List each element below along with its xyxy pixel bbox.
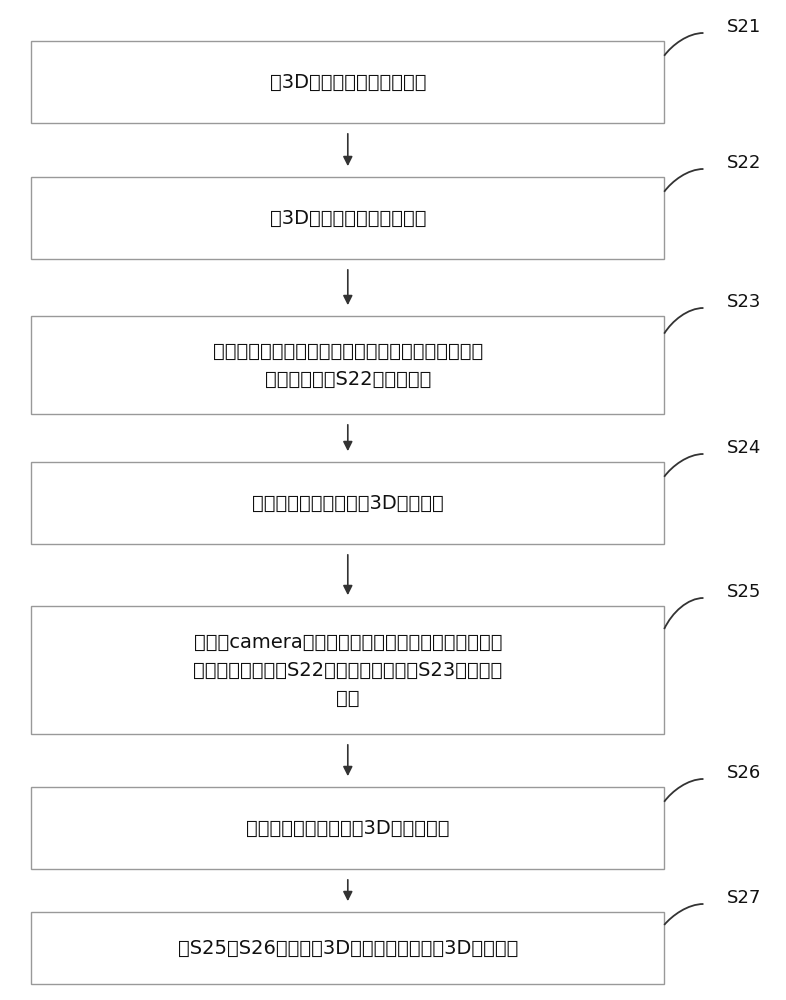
Bar — [31, 41, 664, 123]
Text: 通过右摄像头渲染整个3D场景的右图: 通过右摄像头渲染整个3D场景的右图 — [246, 818, 450, 838]
Text: S22: S22 — [727, 154, 762, 172]
Text: 在3D场景中设置左右摄像头: 在3D场景中设置左右摄像头 — [270, 73, 426, 92]
Text: S23: S23 — [727, 293, 762, 311]
Bar — [31, 316, 664, 414]
Text: S27: S27 — [727, 889, 762, 907]
Text: 通过右camera渲染右图前，将立体图片的右图图片加
载为右图纹理贴在S22的四边形上，替换S23中的左图
纹理: 通过右camera渲染右图前，将立体图片的右图图片加 载为右图纹理贴在S22的四… — [193, 633, 502, 708]
Text: 在左摄像头渲染左图前，将立体图片的左图加为左图
纹理贴在步骤S22的四边形上: 在左摄像头渲染左图前，将立体图片的左图加为左图 纹理贴在步骤S22的四边形上 — [213, 342, 483, 388]
Text: 通过左摄像头渲染整个3D场景左图: 通过左摄像头渲染整个3D场景左图 — [252, 493, 443, 512]
Text: S25: S25 — [727, 583, 762, 601]
Bar — [31, 462, 664, 544]
Bar — [31, 787, 664, 869]
Bar — [31, 177, 664, 259]
Text: S24: S24 — [727, 439, 762, 457]
Bar — [31, 912, 664, 984]
Bar — [31, 606, 664, 734]
Text: 将S25，S26中生成的3D场景的左右图传给3D显示设备: 将S25，S26中生成的3D场景的左右图传给3D显示设备 — [178, 938, 518, 958]
Text: S21: S21 — [727, 18, 762, 36]
Text: S26: S26 — [727, 764, 762, 782]
Text: 在3D场景中放置一个四边形: 在3D场景中放置一个四边形 — [270, 209, 426, 228]
